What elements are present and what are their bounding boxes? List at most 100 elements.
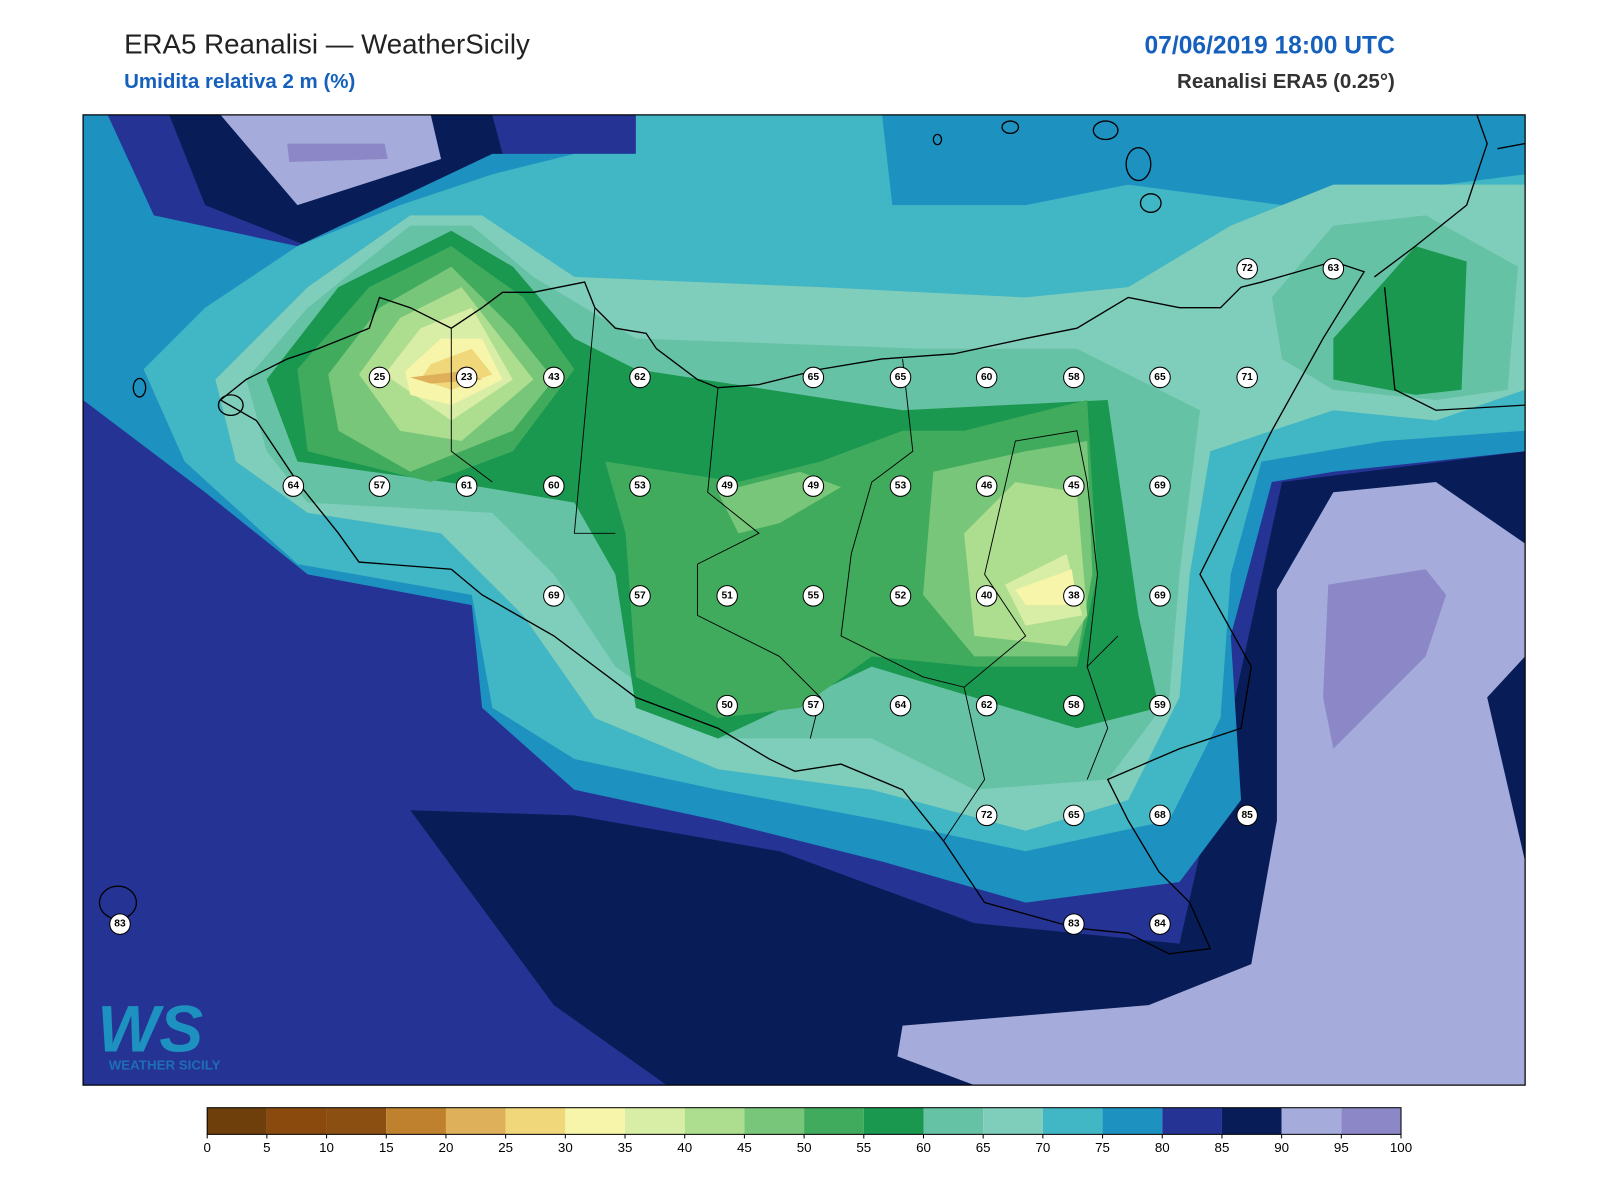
contour bbox=[410, 451, 1526, 1086]
station-value: 23 bbox=[461, 372, 473, 383]
station-value: 71 bbox=[1241, 372, 1253, 383]
station-marker bbox=[1063, 694, 1085, 717]
station-marker bbox=[629, 366, 651, 389]
station-marker bbox=[1063, 913, 1085, 935]
station-value: 65 bbox=[1068, 810, 1080, 821]
colorbar-bin bbox=[565, 1107, 626, 1135]
colorbar-tick-label: 50 bbox=[797, 1140, 812, 1155]
colorbar-bin bbox=[326, 1107, 387, 1135]
station-marker bbox=[1149, 804, 1171, 827]
colorbar-tick-label: 10 bbox=[319, 1140, 334, 1155]
station-value: 65 bbox=[895, 372, 907, 383]
sicily-coastline bbox=[219, 260, 1366, 955]
island bbox=[1125, 147, 1152, 182]
station-value: 72 bbox=[1241, 263, 1253, 274]
station-marker bbox=[1236, 257, 1258, 280]
station-marker bbox=[802, 694, 825, 717]
station-marker bbox=[1236, 366, 1258, 389]
station-value: 59 bbox=[1154, 700, 1166, 711]
colorbar-bin bbox=[1221, 1107, 1282, 1135]
station-marker bbox=[975, 475, 998, 497]
station-value: 58 bbox=[1068, 372, 1080, 383]
island bbox=[132, 377, 147, 398]
station-value: 46 bbox=[981, 481, 993, 492]
colorbar: 0 5 10 15 20 25 30 35 40 45 50 55 60 65 70 75 80 85 90 95 10… bbox=[203, 1107, 1412, 1155]
province-borders bbox=[450, 307, 1119, 842]
station-value: 40 bbox=[981, 590, 993, 601]
station-marker bbox=[543, 366, 565, 389]
station-marker bbox=[802, 475, 825, 497]
station-marker bbox=[889, 475, 912, 497]
station-marker bbox=[1063, 804, 1085, 827]
colorbar-tick-label: 55 bbox=[856, 1140, 871, 1155]
colorbar-tick-label: 15 bbox=[379, 1140, 394, 1155]
station-marker bbox=[889, 366, 912, 389]
station-value: 64 bbox=[895, 700, 907, 711]
island bbox=[1139, 193, 1162, 213]
station-value: 57 bbox=[808, 700, 820, 711]
station-value: 43 bbox=[548, 372, 560, 383]
station-value: 45 bbox=[1068, 481, 1080, 492]
colorbar-bin bbox=[1281, 1107, 1342, 1135]
colorbar-bin bbox=[983, 1107, 1043, 1135]
island bbox=[1001, 120, 1020, 134]
station-marker bbox=[1322, 257, 1345, 280]
station-value: 53 bbox=[634, 481, 646, 492]
station-value: 83 bbox=[114, 919, 126, 930]
station-marker bbox=[1063, 475, 1085, 497]
station-value: 62 bbox=[981, 700, 993, 711]
station-marker bbox=[1149, 913, 1171, 935]
station-marker bbox=[889, 694, 912, 717]
colorbar-bin bbox=[445, 1107, 506, 1135]
station-value: 62 bbox=[634, 372, 646, 383]
station-value: 61 bbox=[461, 481, 473, 492]
station-marker bbox=[1149, 585, 1171, 607]
contour bbox=[287, 143, 388, 163]
station-value: 50 bbox=[721, 700, 733, 711]
colorbar-bin bbox=[804, 1107, 864, 1135]
colorbar-tick-label: 40 bbox=[677, 1140, 692, 1155]
station-value: 55 bbox=[808, 590, 820, 601]
contour bbox=[1015, 569, 1077, 606]
colorbar-bin bbox=[923, 1107, 984, 1135]
station-marker bbox=[889, 585, 912, 607]
colorbar-tick-label: 5 bbox=[263, 1140, 270, 1155]
station-marker bbox=[802, 585, 825, 607]
subtitle: Umidita relativa 2 m (%) bbox=[124, 70, 355, 93]
colorbar-bin bbox=[1102, 1107, 1163, 1135]
colorbar-bin bbox=[207, 1107, 267, 1135]
station-value: 63 bbox=[1328, 263, 1340, 274]
colorbar-tick-label: 90 bbox=[1274, 1140, 1289, 1155]
colorbar-tick-label: 70 bbox=[1035, 1140, 1050, 1155]
colorbar-tick-label: 80 bbox=[1155, 1140, 1170, 1155]
station-marker bbox=[975, 694, 998, 717]
station-marker bbox=[975, 585, 998, 607]
colorbar-bin bbox=[1162, 1107, 1222, 1135]
station-marker bbox=[1063, 585, 1085, 607]
colorbar-tick-label: 35 bbox=[618, 1140, 633, 1155]
logo: WS WEATHER SICILY bbox=[97, 992, 220, 1072]
island bbox=[1092, 120, 1119, 141]
station-value: 52 bbox=[895, 590, 907, 601]
station-value: 58 bbox=[1068, 700, 1080, 711]
title: ERA5 Reanalisi — WeatherSicily bbox=[124, 28, 530, 59]
station-marker bbox=[975, 804, 998, 827]
island bbox=[217, 394, 244, 417]
station-marker bbox=[629, 585, 651, 607]
station-value: 57 bbox=[374, 481, 386, 492]
colorbar-tick-label: 20 bbox=[439, 1140, 454, 1155]
station-marker bbox=[716, 694, 738, 717]
contour-field bbox=[83, 114, 1526, 1086]
station-value: 49 bbox=[721, 481, 733, 492]
station-value: 72 bbox=[981, 810, 993, 821]
island bbox=[932, 133, 943, 146]
station-marker bbox=[1236, 804, 1258, 827]
station-value: 69 bbox=[548, 590, 560, 601]
datetime: 07/06/2019 18:00 UTC bbox=[1144, 32, 1395, 59]
colorbar-tick-label: 30 bbox=[558, 1140, 573, 1155]
colorbar-tick-label: 100 bbox=[1390, 1140, 1412, 1155]
colorbar-tick-label: 45 bbox=[737, 1140, 752, 1155]
station-value: 85 bbox=[1241, 810, 1253, 821]
colorbar-bin bbox=[684, 1107, 745, 1135]
